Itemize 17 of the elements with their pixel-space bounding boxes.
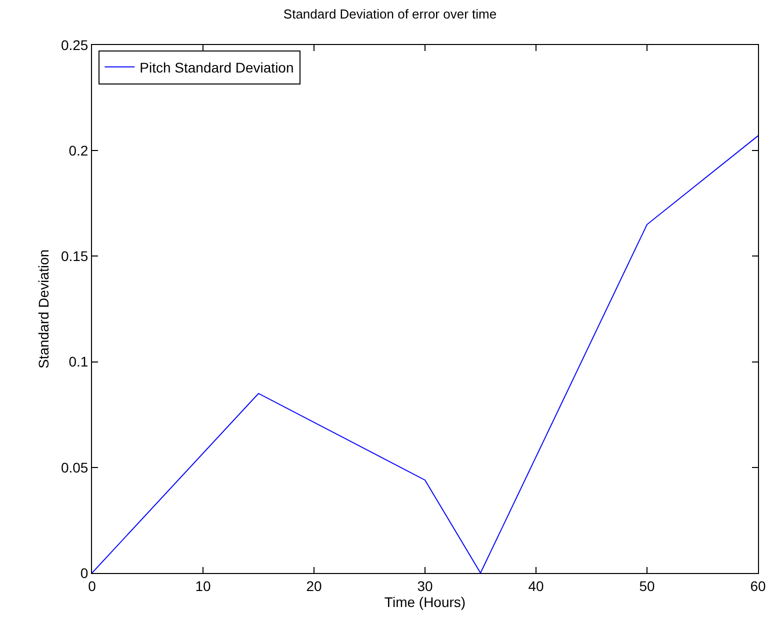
y-tick-label: 0.2 — [68, 142, 88, 158]
x-tick-label: 30 — [417, 578, 433, 594]
x-tick-label: 10 — [195, 578, 211, 594]
x-tick-label: 40 — [528, 578, 544, 594]
y-tick-label: 0.05 — [60, 459, 88, 476]
line-series — [92, 135, 758, 573]
y-tick-label: 0.15 — [60, 248, 88, 264]
y-tick-label: 0.25 — [60, 36, 88, 53]
x-tick-label: 50 — [639, 578, 655, 594]
legend-label: Pitch Standard Deviation — [140, 59, 294, 76]
x-axis-title: Time (Hours) — [384, 594, 466, 610]
y-tick-label: 0.1 — [68, 354, 88, 370]
x-tick-label: 60 — [750, 578, 766, 594]
y-tick-label: 0 — [80, 564, 88, 581]
x-tick-label: 20 — [306, 578, 322, 594]
chart-title: Standard Deviation of error over time — [283, 6, 497, 22]
y-axis-title: Standard Deviation — [36, 249, 52, 369]
